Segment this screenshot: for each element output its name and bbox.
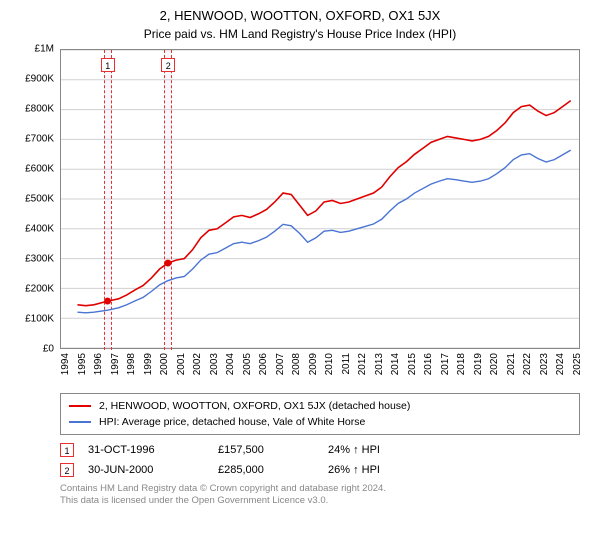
x-tick-label: 1999 xyxy=(143,353,154,375)
x-tick-label: 1996 xyxy=(93,353,104,375)
footer: Contains HM Land Registry data © Crown c… xyxy=(60,483,580,508)
x-tick-label: 2000 xyxy=(159,353,170,375)
footer-line: This data is licensed under the Open Gov… xyxy=(60,495,580,507)
x-tick-label: 2022 xyxy=(522,353,533,375)
transactions-table: 1 31-OCT-1996£157,50024% ↑ HPI 2 30-JUN-200… xyxy=(60,443,580,477)
x-tick-label: 2023 xyxy=(539,353,550,375)
chart-subtitle: Price paid vs. HM Land Registry's House … xyxy=(12,27,588,41)
x-tick-label: 2016 xyxy=(423,353,434,375)
legend-swatch xyxy=(69,405,91,407)
transaction-diff: 24% ↑ HPI xyxy=(328,444,428,456)
y-tick-label: £200K xyxy=(25,284,54,295)
transaction-badge: 2 xyxy=(60,463,74,477)
y-axis: £0£100K£200K£300K£400K£500K£600K£700K£80… xyxy=(12,49,58,349)
x-tick-label: 2012 xyxy=(357,353,368,375)
x-tick-label: 2007 xyxy=(275,353,286,375)
x-tick-label: 2018 xyxy=(456,353,467,375)
chart-container: 2, HENWOOD, WOOTTON, OXFORD, OX1 5JX Pri… xyxy=(0,0,600,560)
plot-area: 12 xyxy=(60,49,580,349)
y-tick-label: £900K xyxy=(25,74,54,85)
y-tick-label: £500K xyxy=(25,194,54,205)
chart-area: £0 £100K £200K £300K £400K £500K £600K £700K £80… xyxy=(12,49,588,389)
transaction-price: £285,000 xyxy=(218,464,328,476)
series xyxy=(61,50,579,348)
x-tick-label: 2021 xyxy=(506,353,517,375)
x-tick-label: 1997 xyxy=(110,353,121,375)
x-tick-label: 2006 xyxy=(258,353,269,375)
x-axis: 1994 1995 1996 1997 1998 1999 2000 2001 2002 2003… xyxy=(60,351,580,389)
x-tick-label: 1998 xyxy=(126,353,137,375)
transaction-row: 1 31-OCT-1996£157,50024% ↑ HPI xyxy=(60,443,580,457)
x-tick-label: 2004 xyxy=(225,353,236,375)
legend-item: HPI: Average price, detached house, Vale… xyxy=(69,414,571,430)
chart-title: 2, HENWOOD, WOOTTON, OXFORD, OX1 5JX xyxy=(12,8,588,23)
legend-item: 2, HENWOOD, WOOTTON, OXFORD, OX1 5JX (de… xyxy=(69,398,571,414)
transaction-diff: 26% ↑ HPI xyxy=(328,464,428,476)
x-tick-label: 2008 xyxy=(291,353,302,375)
x-tick-label: 2001 xyxy=(176,353,187,375)
x-tick-label: 2003 xyxy=(209,353,220,375)
legend-label: HPI: Average price, detached house, Vale… xyxy=(99,414,365,430)
x-tick-label: 1994 xyxy=(60,353,71,375)
x-tick-label: 2010 xyxy=(324,353,335,375)
x-tick-label: 2005 xyxy=(242,353,253,375)
x-tick-label: 2020 xyxy=(489,353,500,375)
x-tick-label: 2009 xyxy=(308,353,319,375)
x-tick-label: 1995 xyxy=(77,353,88,375)
x-tick-label: 2024 xyxy=(555,353,566,375)
x-tick-label: 2015 xyxy=(407,353,418,375)
legend-swatch xyxy=(69,421,91,423)
y-tick-label: £1M xyxy=(35,44,54,55)
x-tick-label: 2019 xyxy=(473,353,484,375)
y-tick-label: £700K xyxy=(25,134,54,145)
transaction-badge: 1 xyxy=(60,443,74,457)
x-tick-label: 2002 xyxy=(192,353,203,375)
x-tick-label: 2014 xyxy=(390,353,401,375)
x-tick-label: 2013 xyxy=(374,353,385,375)
transaction-date: 31-OCT-1996 xyxy=(88,444,218,456)
transaction-row: 2 30-JUN-2000£285,00026% ↑ HPI xyxy=(60,463,580,477)
y-tick-label: £100K xyxy=(25,314,54,325)
y-tick-label: £300K xyxy=(25,254,54,265)
legend-label: 2, HENWOOD, WOOTTON, OXFORD, OX1 5JX (de… xyxy=(99,398,410,414)
footer-line: Contains HM Land Registry data © Crown c… xyxy=(60,483,580,495)
x-tick-label: 2011 xyxy=(341,353,352,375)
legend: 2, HENWOOD, WOOTTON, OXFORD, OX1 5JX (de… xyxy=(60,393,580,435)
y-tick-label: £600K xyxy=(25,164,54,175)
y-tick-label: £400K xyxy=(25,224,54,235)
x-tick-label: 2017 xyxy=(440,353,451,375)
x-tick-label: 2025 xyxy=(572,353,583,375)
transaction-price: £157,500 xyxy=(218,444,328,456)
y-tick-label: £800K xyxy=(25,104,54,115)
transaction-date: 30-JUN-2000 xyxy=(88,464,218,476)
y-tick-label: £0 xyxy=(43,344,54,355)
